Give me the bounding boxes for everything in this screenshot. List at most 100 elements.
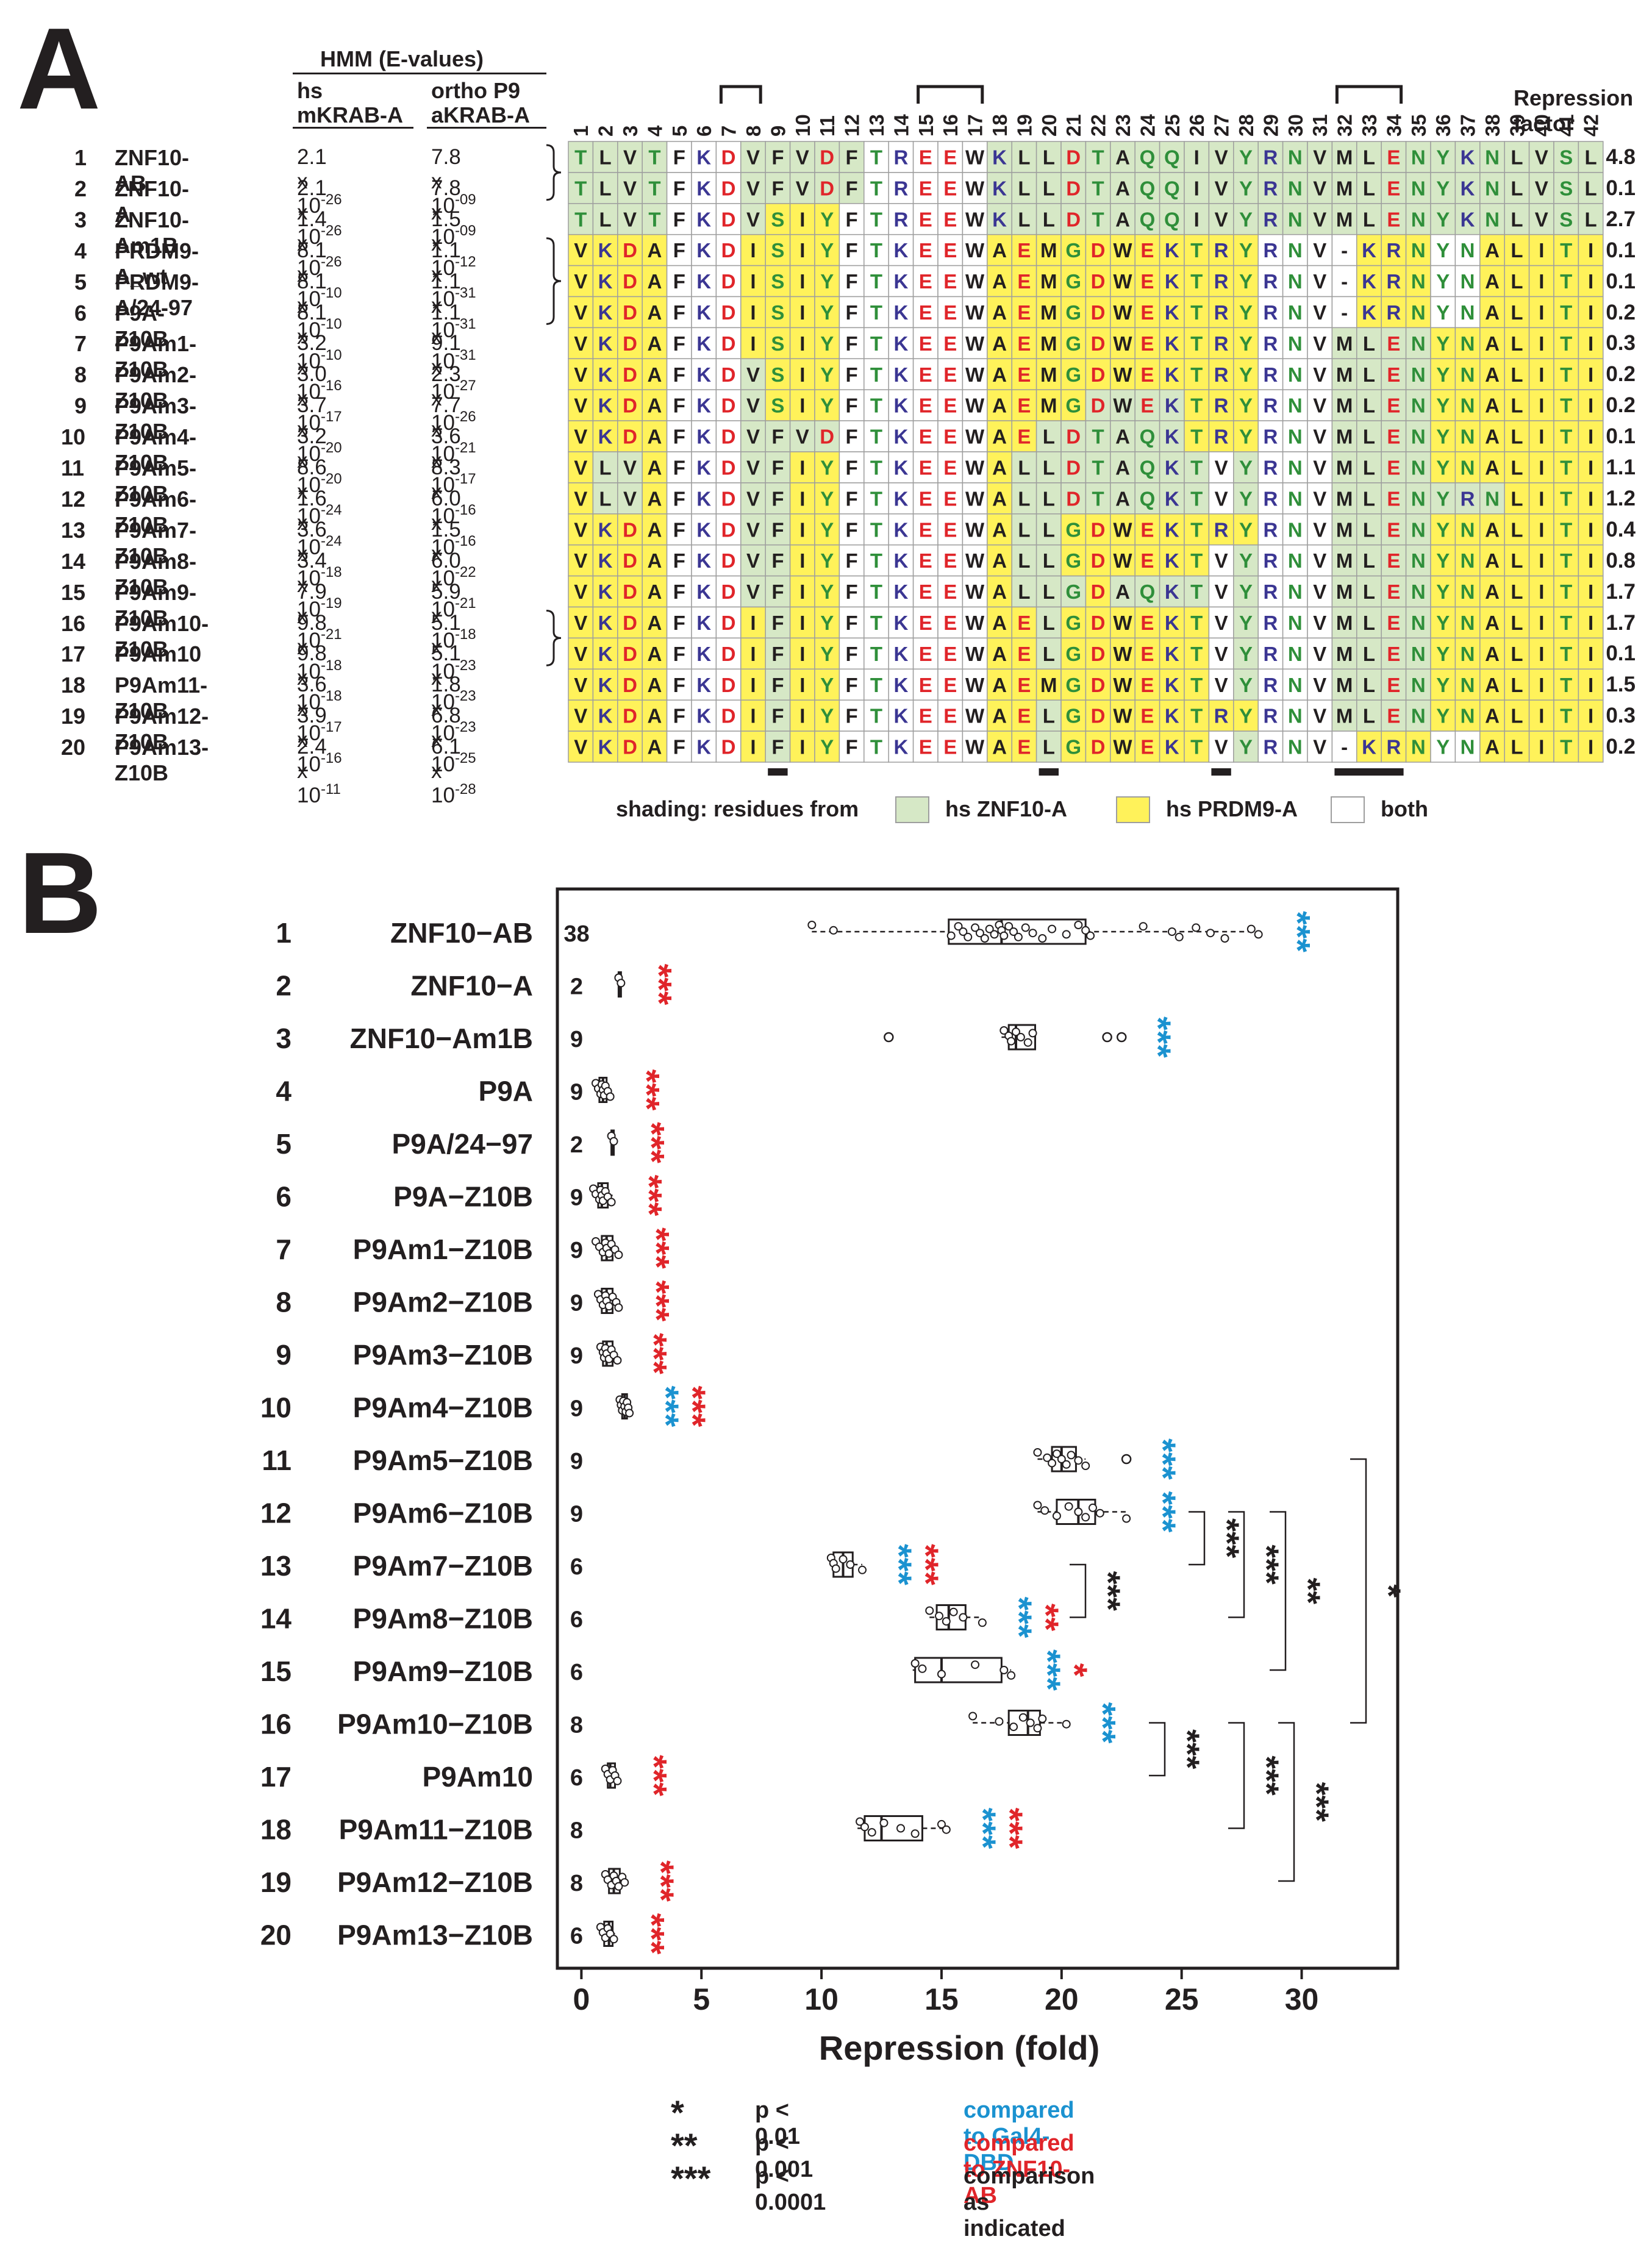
ortho-evalue-mantissa: 7.7 x 10 (431, 393, 461, 466)
evalue-brace (546, 610, 562, 666)
ortho-evalue-exponent: -27 (454, 377, 476, 394)
data-point (1167, 927, 1176, 936)
construct-name-text: P9Am6-Z10B (115, 486, 197, 537)
residue-letter: E (943, 208, 957, 230)
residue-letter: Y (1239, 177, 1253, 199)
residue-letter: K (1165, 270, 1179, 293)
position-number: 13 (865, 114, 888, 137)
alignment-cell (1528, 203, 1554, 235)
data-point (1062, 1460, 1071, 1469)
comparison-bracket (1350, 1458, 1367, 1724)
residue-letter: L (1585, 177, 1597, 199)
residue-letter: Q (1140, 177, 1156, 199)
ortho-evalue-exponent: -31 (454, 315, 476, 332)
hs-evalue-exponent: -19 (320, 594, 342, 612)
residue-letter: W (965, 270, 985, 293)
residue-letter: F (673, 146, 685, 168)
ortho-evalue-mantissa: 7.8 x 10 (431, 176, 461, 249)
construct-name: P9Am10-Z10B (115, 611, 209, 662)
alignment-cell (962, 234, 988, 266)
residue-letter: L (1043, 146, 1055, 168)
alignment-cell (1454, 203, 1481, 235)
comparison-significance: *** (1248, 1544, 1286, 1585)
alignment-cell (740, 234, 766, 266)
data-point (1074, 1456, 1083, 1465)
construct-name-text: P9Am2-Z10B (115, 362, 197, 413)
data-point (1014, 932, 1023, 941)
residue-letter: I (1194, 146, 1200, 168)
data-point (1139, 922, 1148, 931)
residue-letter: K (893, 270, 908, 293)
hs-evalue-exponent: -16 (320, 377, 342, 394)
n-count: 6 (570, 1924, 583, 1949)
significance-vs-znf10ab: *** (990, 1808, 1029, 1849)
residue-letter: I (1539, 239, 1544, 262)
residue-letter: F (846, 270, 858, 293)
residue-letter: R (1386, 270, 1401, 293)
category-label: P9Am2−Z10B (353, 1287, 533, 1318)
significance-vs-znf10ab: *** (634, 1755, 673, 1796)
data-point (896, 1824, 906, 1833)
residue-letter: D (721, 177, 736, 199)
residue-letter: V (1215, 208, 1228, 230)
residue-letter: Y (1436, 208, 1450, 230)
position-number: 42 (1580, 114, 1603, 137)
hs-evalue: 3.2 x 10-16 (297, 331, 342, 404)
position-number: 3 (619, 126, 642, 137)
residue-letter: E (1017, 270, 1031, 293)
row-number-text: 12 (61, 486, 86, 512)
alignment-cell (1159, 234, 1185, 266)
residue-letter: I (750, 270, 756, 293)
data-point (614, 1303, 623, 1312)
residue-letter: E (943, 146, 957, 168)
construct-name-text: P9Am11-Z10B (115, 673, 208, 724)
hs-evalue-exponent: -17 (320, 409, 342, 426)
ortho-evalue-mantissa: 6.1 x 10 (431, 735, 461, 808)
data-point (1086, 931, 1095, 940)
residue-letter: V (1535, 208, 1548, 230)
data-point (949, 1607, 958, 1616)
residue-letter: R (1263, 177, 1278, 199)
row-number-text: 5 (74, 269, 87, 295)
n-count: 9 (570, 1291, 583, 1316)
row-number: 11 (61, 455, 84, 481)
residue-letter: F (771, 177, 784, 199)
data-point (839, 1555, 848, 1564)
residue-letter: A (1115, 208, 1130, 230)
position-number: 9 (767, 126, 789, 137)
data-point (1009, 1723, 1018, 1732)
data-point (1062, 930, 1071, 939)
hs-evalue: 2.4 x 10-11 (297, 735, 341, 808)
residue-letter: T (870, 208, 882, 230)
residue-letter: Y (1239, 270, 1253, 293)
alignment-cell (1233, 265, 1259, 298)
hs-evalue-exponent: -20 (320, 440, 342, 457)
data-point (609, 1137, 618, 1146)
category-label: P9Am13−Z10B (337, 1919, 533, 1951)
hmm-title: HMM (E-values) (320, 46, 484, 71)
alignment-cell (937, 265, 964, 298)
x-tick-label: 20 (1045, 1982, 1079, 2016)
data-point (1048, 924, 1057, 934)
alignment-cell (1208, 203, 1234, 235)
residue-letter: K (992, 146, 1007, 168)
residue-letter: K (1461, 177, 1475, 199)
ortho-evalue-exponent: -25 (454, 750, 476, 767)
category-label: P9Am8−Z10B (353, 1603, 533, 1635)
significance-vs-gal4: *** (1138, 1016, 1178, 1058)
data-point (990, 930, 999, 939)
alignment-cell (1528, 172, 1554, 204)
residue-letter: L (1363, 177, 1375, 199)
residue-letter: E (919, 146, 932, 168)
category-label: P9Am10−Z10B (337, 1708, 533, 1740)
n-count: 9 (570, 1080, 583, 1105)
data-point (1220, 934, 1229, 943)
n-count: 9 (570, 1502, 583, 1527)
alignment-cell (987, 234, 1012, 266)
row-number-text: 8 (74, 362, 87, 388)
hs-evalue-mantissa: 8.1 x 10 (297, 238, 327, 311)
alignment-cell (1331, 141, 1357, 173)
row-number: 3 (74, 207, 87, 233)
hs-evalue-exponent: -10 (320, 315, 342, 332)
residue-letter: Q (1140, 146, 1156, 168)
